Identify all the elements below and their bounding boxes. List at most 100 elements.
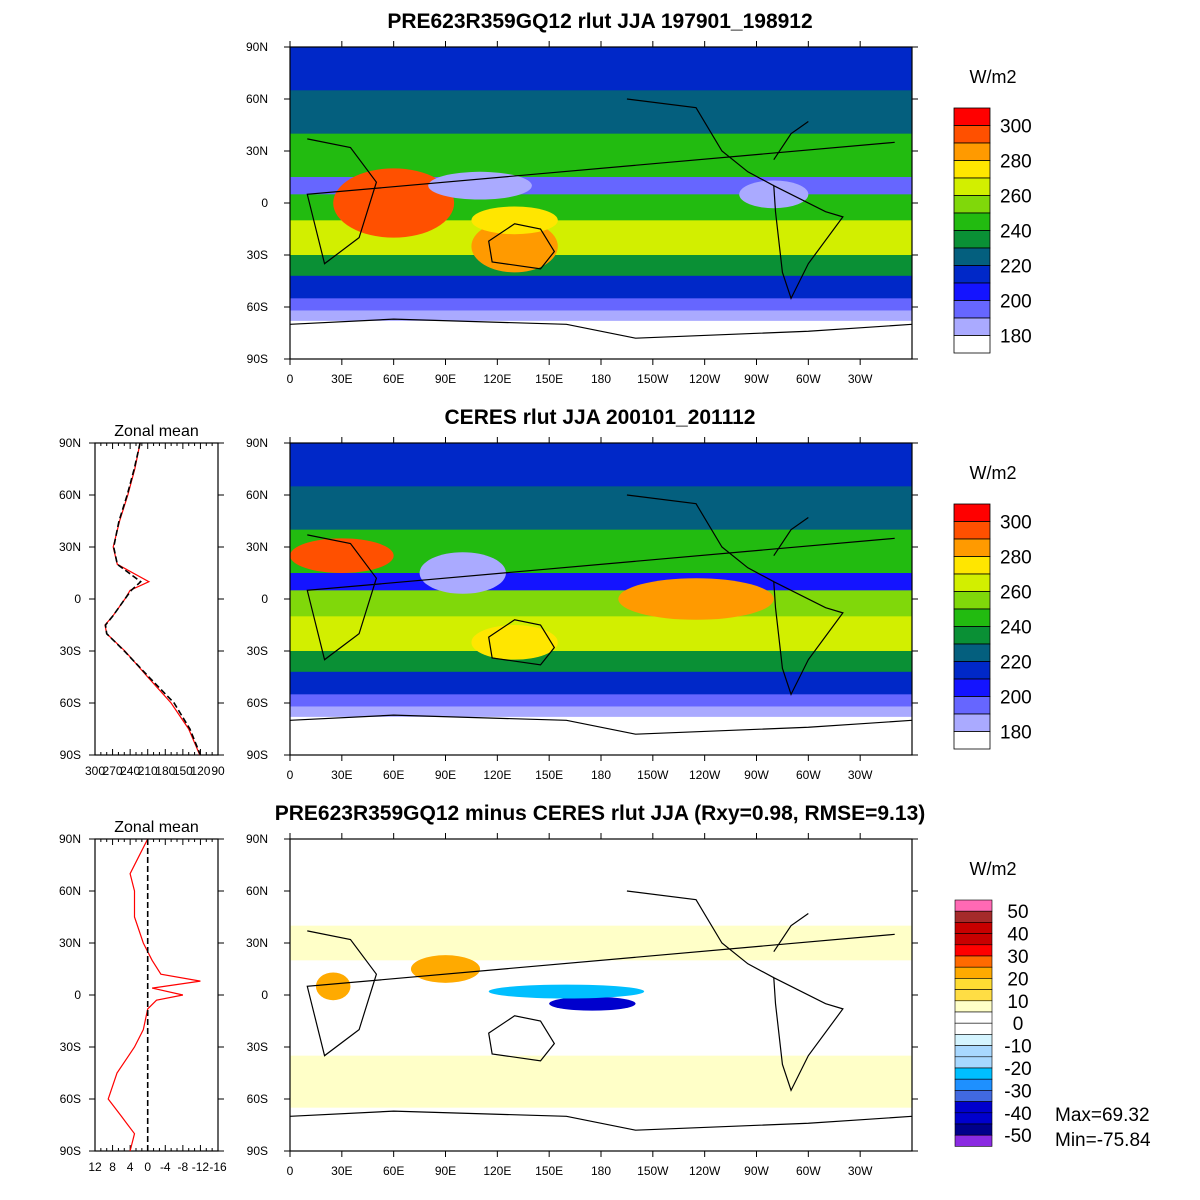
field-band xyxy=(290,706,912,718)
colorbar-box xyxy=(953,731,991,750)
lon-tick-label: 120E xyxy=(483,372,511,386)
lat-tick-label: 60S xyxy=(247,1092,268,1106)
field-blob xyxy=(290,538,394,574)
field-band xyxy=(290,320,912,359)
lat-tick-label: 90S xyxy=(60,1144,81,1158)
lon-tick-label: 30E xyxy=(331,768,352,782)
lat-tick-label: 60S xyxy=(247,696,268,710)
colorbar-label: 220 xyxy=(1000,653,1032,674)
colorbar-box xyxy=(953,247,991,266)
colorbar-label: 200 xyxy=(1000,688,1032,709)
coastline-antarctica xyxy=(290,714,912,735)
lat-tick-label: 90N xyxy=(246,436,268,450)
zonal-frame xyxy=(94,838,219,1152)
colorbar-label: 20 xyxy=(1007,969,1028,990)
lon-tick-label: 150W xyxy=(637,372,669,386)
field-band xyxy=(290,275,912,299)
zonal-line-difference xyxy=(107,838,201,1152)
lat-tick-label: 30N xyxy=(246,540,268,554)
colorbar-box xyxy=(953,107,991,126)
lon-tick-label: 150W xyxy=(637,768,669,782)
zonal-mean-panel: Zonal mean 90N 60N 30N 0 30S 60S 90S 30027024021… xyxy=(59,423,225,778)
lon-tick-label: 180 xyxy=(591,1164,611,1178)
lat-tick-label: 60S xyxy=(247,300,268,314)
colorbar-label: 40 xyxy=(1007,925,1028,946)
colorbar-label: 240 xyxy=(1000,222,1032,243)
colorbar-label: 260 xyxy=(1000,583,1032,604)
lon-tick-label: 90W xyxy=(744,1164,769,1178)
lon-tick-label: 30W xyxy=(848,768,873,782)
colorbar-box xyxy=(954,978,993,990)
lat-tick-label: 90S xyxy=(247,352,268,366)
colorbar-units: W/m2 xyxy=(970,463,1017,483)
map-panel-1: 90N 60N 30N 0 30S 60S 90S 0 30E 60E 90E 120E 150E 180… xyxy=(246,10,1017,386)
zonal-line-ceres xyxy=(104,442,202,756)
colorbar-label: 280 xyxy=(1000,548,1032,569)
colorbar-box xyxy=(954,922,993,934)
colorbar: 300 280 260 240 220 200 180 xyxy=(953,107,1032,354)
colorbar-label: -20 xyxy=(1004,1059,1031,1080)
colorbar-box xyxy=(954,944,993,957)
field-band xyxy=(290,486,912,531)
lon-tick-label: 60E xyxy=(383,372,404,386)
x-tick-label: 210 xyxy=(138,764,158,778)
x-tick-label: 4 xyxy=(127,1160,134,1174)
colorbar-box xyxy=(953,142,991,161)
coastline-north-america xyxy=(626,98,809,187)
coastline-australia xyxy=(488,223,556,270)
x-tick-label: 8 xyxy=(109,1160,116,1174)
colorbar-label: 300 xyxy=(1000,513,1032,534)
colorbar-label: 50 xyxy=(1007,902,1028,923)
lat-tick-label: 90S xyxy=(60,748,81,762)
lat-tick-label: 0 xyxy=(74,988,81,1002)
lon-tick-label: 60W xyxy=(796,768,821,782)
colorbar-box xyxy=(953,177,991,196)
lon-tick-label: 0 xyxy=(287,1164,294,1178)
lat-tick-label: 0 xyxy=(261,592,268,606)
lon-tick-label: 60E xyxy=(383,768,404,782)
colorbar-box xyxy=(953,300,991,319)
coastline-africa xyxy=(306,138,895,265)
lon-tick-label: 180 xyxy=(591,372,611,386)
lat-tick-label: 60N xyxy=(246,488,268,502)
colorbar-label: 300 xyxy=(1000,117,1032,138)
coastline-south-america xyxy=(773,580,844,696)
lon-tick-label: 120W xyxy=(689,372,721,386)
field-blob xyxy=(471,206,558,235)
colorbar-box xyxy=(954,1000,993,1013)
coastline-north-america xyxy=(626,494,809,583)
lon-tick-label: 90E xyxy=(435,372,456,386)
lat-tick-label: 60S xyxy=(60,696,81,710)
colorbar-box xyxy=(954,1078,993,1091)
x-tick-label: 150 xyxy=(173,764,193,778)
field-band xyxy=(290,90,912,135)
lon-tick-label: 120W xyxy=(689,768,721,782)
x-tick-label: -8 xyxy=(178,1160,189,1174)
lat-tick-label: 60N xyxy=(59,488,81,502)
lon-tick-label: 30E xyxy=(331,372,352,386)
lon-tick-label: 90W xyxy=(744,768,769,782)
lat-tick-label: 30N xyxy=(246,936,268,950)
colorbar-box xyxy=(954,1011,993,1024)
lon-tick-label: 30E xyxy=(331,1164,352,1178)
colorbar-box xyxy=(954,1045,993,1058)
x-tick-label: 12 xyxy=(88,1160,102,1174)
field-band xyxy=(290,925,912,961)
lon-tick-label: 90E xyxy=(435,1164,456,1178)
lon-tick-label: 0 xyxy=(287,372,294,386)
map-field xyxy=(290,47,912,359)
field-band xyxy=(290,47,912,91)
lat-tick-label: 90N xyxy=(59,832,81,846)
colorbar-box xyxy=(954,1123,993,1136)
lat-tick-label: 30S xyxy=(60,644,81,658)
lat-tick-label: 90N xyxy=(59,436,81,450)
colorbar-label: 180 xyxy=(1000,723,1032,744)
x-tick-label: -4 xyxy=(160,1160,171,1174)
colorbar-box xyxy=(953,556,991,575)
field-band xyxy=(290,651,912,673)
colorbar-box xyxy=(954,989,993,1002)
lon-tick-label: 30W xyxy=(848,1164,873,1178)
field-blob xyxy=(333,168,455,238)
colorbar-box xyxy=(954,933,993,946)
